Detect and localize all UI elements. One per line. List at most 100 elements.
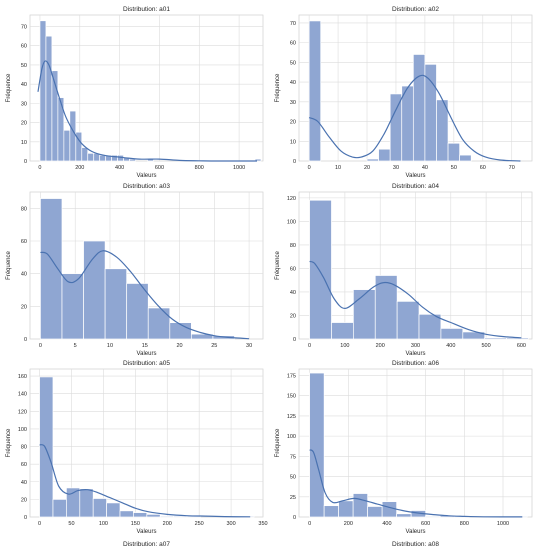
histogram-bar xyxy=(352,493,368,518)
histogram-bar xyxy=(396,301,420,340)
x-axis-label: Valeurs xyxy=(137,173,157,179)
y-tick-label: 40 xyxy=(21,480,27,486)
histogram-bar xyxy=(353,289,376,340)
x-tick-label: 600 xyxy=(155,165,164,171)
histogram-bar xyxy=(104,268,128,340)
y-tick-label: 175 xyxy=(287,373,296,379)
histogram-bar xyxy=(309,199,332,340)
chart-title: Distribution: a04 xyxy=(392,183,439,190)
histogram-bar xyxy=(146,514,161,518)
histogram-bar xyxy=(81,147,89,162)
x-tick-label: 600 xyxy=(517,343,526,349)
histogram-bar xyxy=(484,337,507,340)
x-tick-label: 5 xyxy=(74,343,77,349)
y-tick-label: 20 xyxy=(21,304,27,310)
y-tick-label: 0 xyxy=(24,515,27,521)
y-tick-label: 40 xyxy=(21,82,27,88)
x-tick-label: 70 xyxy=(509,165,515,171)
histogram-bar xyxy=(119,510,134,518)
x-tick-label: 0 xyxy=(38,521,41,527)
x-tick-label: 1000 xyxy=(497,521,509,527)
histogram-bar xyxy=(126,283,149,340)
y-tick-label: 30 xyxy=(21,101,27,107)
x-tick-label: 500 xyxy=(482,343,491,349)
x-tick-label: 300 xyxy=(411,343,420,349)
y-tick-label: 50 xyxy=(290,475,296,481)
histogram-bar xyxy=(367,506,383,518)
kde-curve xyxy=(308,74,521,162)
x-tick-label: 100 xyxy=(99,521,108,527)
y-tick-label: 0 xyxy=(293,515,296,521)
histogram-bar xyxy=(75,131,83,162)
y-tick-label: 10 xyxy=(21,140,27,146)
histogram-bar xyxy=(61,273,84,340)
chart-title: Distribution: a01 xyxy=(123,6,170,13)
histogram-bar xyxy=(45,35,53,162)
x-tick-label: 50 xyxy=(451,165,457,171)
x-tick-label: 20 xyxy=(364,165,370,171)
histogram-bar xyxy=(331,322,354,340)
y-tick-label: 100 xyxy=(287,434,296,440)
histogram-bar xyxy=(378,148,391,162)
kde-curve xyxy=(309,449,523,518)
y-tick-label: 0 xyxy=(24,159,27,165)
y-tick-label: 140 xyxy=(18,392,27,398)
histogram-bar xyxy=(39,376,54,518)
histogram-bar xyxy=(92,498,107,518)
x-tick-label: 60 xyxy=(480,165,486,171)
y-tick-label: 80 xyxy=(21,206,27,212)
histogram-bar xyxy=(79,488,94,518)
y-tick-label: 0 xyxy=(293,337,296,343)
y-tick-label: 100 xyxy=(287,219,296,225)
x-tick-label: 200 xyxy=(344,521,353,527)
kde-curve xyxy=(39,444,251,518)
y-tick-label: 20 xyxy=(290,313,296,319)
y-tick-label: 100 xyxy=(18,427,27,433)
x-tick-label: 200 xyxy=(163,521,172,527)
histogram-bar xyxy=(129,158,136,162)
y-tick-label: 20 xyxy=(21,497,27,503)
x-tick-label: 800 xyxy=(195,165,204,171)
histogram-bar xyxy=(254,158,262,162)
x-tick-label: 600 xyxy=(421,521,430,527)
chart-panel-8: Distribution: a08 xyxy=(392,541,439,548)
y-tick-label: 60 xyxy=(290,266,296,272)
y-tick-label: 150 xyxy=(287,394,296,400)
x-tick-label: 30 xyxy=(393,165,399,171)
x-tick-label: 10 xyxy=(107,343,113,349)
chart-panel-3: Distribution: a03 0 5 10 15 20 25 30 0 20 40 60 80 Va… xyxy=(6,183,264,357)
y-tick-label: 80 xyxy=(21,445,27,451)
y-tick-label: 60 xyxy=(290,41,296,47)
chart-title: Distribution: a08 xyxy=(392,541,439,548)
chart-title: Distribution: a07 xyxy=(123,541,170,548)
y-tick-label: 0 xyxy=(293,159,296,165)
x-tick-label: 0 xyxy=(39,343,42,349)
y-tick-label: 160 xyxy=(18,374,27,380)
y-tick-label: 40 xyxy=(290,80,296,86)
y-tick-label: 125 xyxy=(287,414,296,420)
y-tick-label: 75 xyxy=(290,454,296,460)
histogram-bar xyxy=(401,85,414,162)
y-tick-label: 60 xyxy=(21,462,27,468)
x-tick-label: 50 xyxy=(68,521,74,527)
x-axis-label: Valeurs xyxy=(406,173,426,179)
x-tick-label: 400 xyxy=(446,343,455,349)
histogram-bar xyxy=(106,502,121,518)
histogram-bar xyxy=(133,512,148,518)
histogram-bar xyxy=(57,97,65,162)
y-axis-label: Fréquence xyxy=(275,250,281,279)
chart-panel-1: Distribution: a01 0 200 400 600 800 1000 0 10 20 3… xyxy=(6,6,264,179)
x-tick-label: 350 xyxy=(258,521,267,527)
chart-panel-2: Distribution: a02 0 10 20 30 40 50 60 70 0 10 20 30 4… xyxy=(275,6,533,179)
histogram-bar xyxy=(338,500,354,518)
histogram-bar xyxy=(389,93,403,162)
histogram-bar xyxy=(52,499,67,518)
x-tick-label: 0 xyxy=(308,165,311,171)
kde-curve xyxy=(40,250,250,340)
y-tick-label: 70 xyxy=(21,25,27,31)
histogram-bar xyxy=(440,328,464,340)
x-tick-label: 20 xyxy=(176,343,182,349)
histogram-bar xyxy=(424,63,437,162)
x-tick-label: 800 xyxy=(460,521,469,527)
